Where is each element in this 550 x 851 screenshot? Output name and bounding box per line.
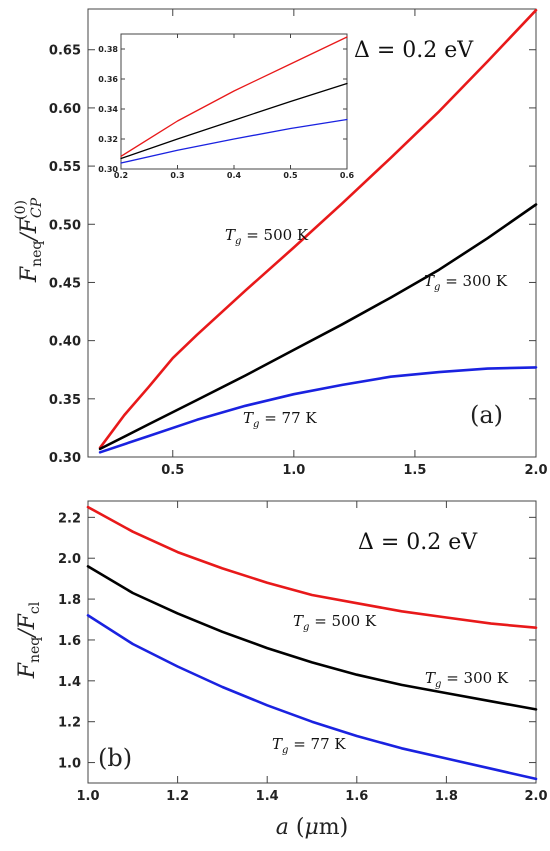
panel-b-y-tick-label: 1.8 bbox=[58, 593, 81, 608]
panel-b-y-ticks: 1.0 1.2 1.4 1.6 1.8 2.0 2.2 bbox=[58, 511, 536, 772]
panel-a-label-77K: Tg = 77 K bbox=[243, 409, 317, 430]
inset-series-line-0 bbox=[120, 36, 348, 157]
panel-b-label-300K: Tg = 300 K bbox=[425, 669, 509, 690]
panel-b-label-77K: Tg = 77 K bbox=[272, 735, 346, 756]
panel-b-delta-label: Δ = 0.2 eV bbox=[358, 530, 478, 555]
panel-a-y-tick-label: 0.50 bbox=[49, 218, 81, 233]
panel-b-x-axis-label: a (μm) bbox=[276, 815, 348, 840]
panel-b-x-tick-label: 2.0 bbox=[524, 789, 547, 804]
panel-b-y-axis-label: Fneq/Fcl bbox=[15, 601, 43, 679]
panel-a-y-tick-label: 0.40 bbox=[49, 335, 81, 350]
panel-b-tag: (b) bbox=[98, 744, 132, 772]
panel-a-series-line-0 bbox=[98, 8, 538, 450]
panel-b-x-ticks: 1.0 1.2 1.4 1.6 1.8 2.0 bbox=[76, 501, 548, 804]
inset-x-tick-label: 0.6 bbox=[340, 171, 355, 180]
inset-x-tick-label: 0.4 bbox=[227, 171, 242, 180]
panel-b-x-tick-label: 1.0 bbox=[76, 789, 99, 804]
inset-y-ticks: 0.30 0.32 0.34 0.36 0.38 bbox=[98, 45, 347, 174]
inset-x-ticks: 0.2 0.3 0.4 0.5 0.6 bbox=[114, 34, 355, 180]
panel-b-series-line-0 bbox=[86, 505, 538, 630]
panel-a-series bbox=[98, 8, 538, 454]
inset-y-tick-label: 0.32 bbox=[98, 135, 118, 144]
panel-a-x-ticks: 0.5 1.0 1.5 2.0 bbox=[161, 9, 548, 478]
panel-b-series-line-2 bbox=[86, 614, 538, 781]
panel-b-y-tick-label: 1.2 bbox=[58, 716, 81, 731]
panel-a-x-tick-label: 1.0 bbox=[282, 463, 305, 478]
panel-a-x-tick-label: 2.0 bbox=[524, 463, 547, 478]
panel-a-tag: (a) bbox=[470, 401, 503, 429]
panel-a-y-tick-label: 0.45 bbox=[49, 276, 81, 291]
panel-a-series-line-2 bbox=[98, 366, 538, 454]
panel-a-inset: 0.30 0.32 0.34 0.36 0.38 0.2 0.3 0.4 0.5 0.6 bbox=[98, 33, 355, 180]
inset-y-tick-label: 0.36 bbox=[98, 75, 118, 84]
inset-frame bbox=[120, 33, 348, 170]
panel-b-y-tick-label: 2.2 bbox=[58, 511, 81, 526]
panel-a-y-tick-label: 0.55 bbox=[49, 160, 81, 175]
panel-a-y-axis-label: Fneq/FCP(0) bbox=[13, 197, 45, 283]
panel-b-y-tick-label: 1.0 bbox=[58, 757, 81, 772]
panel-b-x-tick-label: 1.4 bbox=[256, 789, 279, 804]
panel-a-delta-label: Δ = 0.2 eV bbox=[354, 38, 474, 63]
inset-y-tick-label: 0.38 bbox=[98, 45, 118, 54]
panel-b-frame bbox=[87, 500, 537, 784]
panel-b-y-tick-label: 2.0 bbox=[58, 552, 81, 567]
panel-b-x-tick-label: 1.8 bbox=[435, 789, 458, 804]
inset-series bbox=[120, 36, 348, 164]
panel-a-y-ticks: 0.30 0.35 0.40 0.45 0.50 0.55 0.60 0.65 bbox=[49, 44, 536, 466]
panel-b-y-tick-label: 1.4 bbox=[58, 675, 81, 690]
panel-b-y-tick-label: 1.6 bbox=[58, 634, 81, 649]
inset-series-line-2 bbox=[120, 118, 348, 164]
panel-a-y-tick-label: 0.65 bbox=[49, 44, 81, 59]
inset-y-tick-label: 0.34 bbox=[98, 105, 118, 114]
panel-a-y-tick-label: 0.35 bbox=[49, 393, 81, 408]
panel-b-x-tick-label: 1.2 bbox=[166, 789, 189, 804]
panel-a-frame bbox=[87, 8, 537, 458]
panel-a-y-tick-label: 0.30 bbox=[49, 451, 81, 466]
panel-b-x-tick-label: 1.6 bbox=[345, 789, 368, 804]
panel-a-label-500K: Tg = 500 K bbox=[225, 226, 309, 247]
panel-a-series-line-1 bbox=[98, 203, 538, 451]
inset-x-tick-label: 0.2 bbox=[114, 171, 128, 180]
inset-x-tick-label: 0.3 bbox=[170, 171, 184, 180]
panel-b-series-line-1 bbox=[86, 565, 538, 711]
panel-b-series bbox=[86, 505, 538, 781]
panel-b: 1.0 1.2 1.4 1.6 1.8 2.0 2.2 1.0 1.2 1.4 1.6 1.8 2.0… bbox=[15, 500, 548, 840]
inset-y-tick-label: 0.30 bbox=[98, 165, 118, 174]
panel-a: 0.30 0.35 0.40 0.45 0.50 0.55 0.60 0.65 0.5 1.0 1… bbox=[13, 8, 548, 478]
panel-a-y-tick-label: 0.60 bbox=[49, 102, 81, 117]
inset-series-line-1 bbox=[120, 82, 348, 160]
panel-b-label-500K: Tg = 500 K bbox=[293, 612, 377, 633]
panel-a-x-tick-label: 0.5 bbox=[161, 463, 184, 478]
panel-a-x-tick-label: 1.5 bbox=[403, 463, 426, 478]
panel-a-label-300K: Tg = 300 K bbox=[424, 272, 508, 293]
inset-x-tick-label: 0.5 bbox=[283, 171, 298, 180]
